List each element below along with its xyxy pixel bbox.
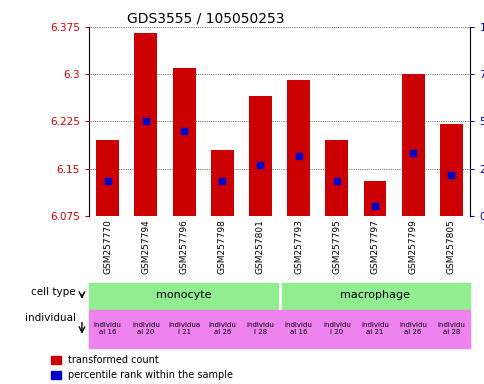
Text: monocyte: monocyte — [156, 290, 212, 300]
Text: cell type: cell type — [31, 287, 76, 297]
Bar — [355, 310, 393, 348]
Point — [256, 162, 264, 169]
Bar — [439, 124, 462, 216]
Text: individu
al 26: individu al 26 — [398, 322, 426, 334]
Text: individu
al 21: individu al 21 — [360, 322, 388, 334]
Bar — [279, 283, 469, 309]
Point — [294, 153, 302, 159]
Bar — [96, 140, 119, 216]
Point — [370, 203, 378, 209]
Bar — [248, 96, 272, 216]
Text: GDS3555 / 105050253: GDS3555 / 105050253 — [127, 12, 284, 26]
Point — [408, 150, 416, 156]
Bar — [172, 68, 195, 216]
Bar — [134, 33, 157, 216]
Legend: transformed count, percentile rank within the sample: transformed count, percentile rank withi… — [47, 351, 237, 384]
Bar — [431, 310, 469, 348]
Text: GSM257794: GSM257794 — [141, 219, 150, 274]
Text: individu
al 16: individu al 16 — [93, 322, 121, 334]
Text: macrophage: macrophage — [339, 290, 409, 300]
Text: GSM257805: GSM257805 — [446, 219, 455, 274]
Point — [218, 178, 226, 184]
Text: individu
l 20: individu l 20 — [322, 322, 350, 334]
Point — [142, 118, 150, 124]
Text: individu
al 26: individu al 26 — [208, 322, 236, 334]
Bar — [127, 310, 165, 348]
Bar — [89, 283, 279, 309]
Text: individua
l 21: individua l 21 — [167, 322, 200, 334]
Bar — [241, 310, 279, 348]
Text: individual: individual — [25, 313, 76, 323]
Bar — [89, 310, 127, 348]
Bar — [401, 74, 424, 216]
Bar — [317, 310, 355, 348]
Point — [104, 178, 111, 184]
Text: individu
al 20: individu al 20 — [132, 322, 160, 334]
Text: GSM257793: GSM257793 — [293, 219, 302, 274]
Text: individu
l 28: individu l 28 — [246, 322, 274, 334]
Text: individu
al 16: individu al 16 — [284, 322, 312, 334]
Bar — [363, 181, 386, 216]
Text: GSM257795: GSM257795 — [332, 219, 341, 274]
Text: GSM257797: GSM257797 — [370, 219, 378, 274]
Bar — [287, 80, 309, 216]
Bar — [393, 310, 431, 348]
Bar — [203, 310, 241, 348]
Bar — [325, 140, 348, 216]
Text: GSM257796: GSM257796 — [179, 219, 188, 274]
Text: GSM257770: GSM257770 — [103, 219, 112, 274]
Text: individu
al 28: individu al 28 — [437, 322, 464, 334]
Text: GSM257799: GSM257799 — [408, 219, 417, 274]
Point — [447, 172, 454, 178]
Point — [180, 128, 188, 134]
Bar — [279, 310, 317, 348]
Bar — [211, 150, 233, 216]
Bar — [165, 310, 203, 348]
Text: GSM257801: GSM257801 — [256, 219, 264, 274]
Text: GSM257798: GSM257798 — [217, 219, 227, 274]
Point — [332, 178, 340, 184]
